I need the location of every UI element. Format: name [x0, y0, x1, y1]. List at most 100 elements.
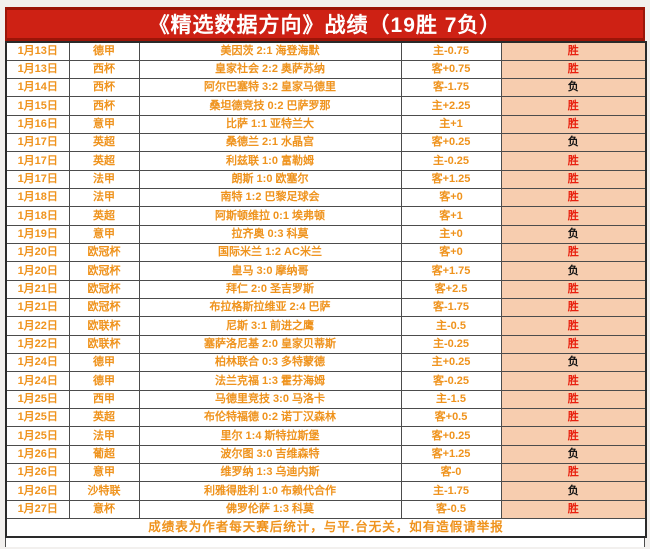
match-row: 1月18日 法甲 南特 1:2 巴黎足球会 客+0 胜	[5, 188, 647, 208]
league-cell: 欧联杯	[68, 334, 140, 355]
match-row: 1月17日 法甲 朗斯 1:0 欧塞尔 客+1.25 胜	[5, 169, 647, 190]
handicap-cell: 客+0.25	[400, 133, 502, 153]
date-cell: 1月26日	[5, 444, 70, 465]
handicap-cell: 主+2.25	[400, 96, 502, 116]
league-cell: 西甲	[68, 389, 140, 410]
result-cell: 胜	[500, 334, 647, 355]
match-row: 1月18日 英超 阿斯顿维拉 0:1 埃弗顿 客+1 胜	[5, 206, 647, 226]
match-cell: 利兹联 1:0 富勒姆	[138, 151, 402, 171]
date-cell: 1月13日	[5, 41, 70, 61]
handicap-cell: 主-1.5	[400, 389, 502, 410]
page-title: 《精选数据方向》战绩（19胜 7负）	[5, 7, 645, 41]
date-cell: 1月22日	[5, 334, 70, 355]
match-cell: 皇马 3:0 摩纳哥	[138, 261, 402, 281]
league-cell: 德甲	[68, 371, 140, 391]
league-cell: 欧冠杯	[68, 279, 140, 300]
match-cell: 拜仁 2:0 圣吉罗斯	[138, 279, 402, 300]
match-row: 1月26日 沙特联 利雅得胜利 1:0 布赖代合作 主-1.75 负	[5, 481, 647, 501]
match-cell: 利雅得胜利 1:0 布赖代合作	[138, 481, 402, 501]
match-cell: 比萨 1:1 亚特兰大	[138, 114, 402, 135]
bottom-empty-strip	[5, 537, 645, 547]
match-cell: 布伦特福德 0:2 诺丁汉森林	[138, 408, 402, 428]
result-cell: 胜	[500, 243, 647, 263]
league-cell: 英超	[68, 133, 140, 153]
league-cell: 西杯	[68, 96, 140, 116]
result-cell: 负	[500, 261, 647, 281]
date-cell: 1月18日	[5, 188, 70, 208]
date-cell: 1月21日	[5, 298, 70, 318]
handicap-cell: 客+0	[400, 243, 502, 263]
result-cell: 胜	[500, 96, 647, 116]
result-cell: 负	[500, 224, 647, 245]
date-cell: 1月18日	[5, 206, 70, 226]
result-cell: 胜	[500, 371, 647, 391]
result-cell: 负	[500, 444, 647, 465]
league-cell: 法甲	[68, 188, 140, 208]
league-cell: 欧冠杯	[68, 243, 140, 263]
handicap-cell: 客-0	[400, 463, 502, 483]
match-row: 1月26日 葡超 波尔图 3:0 吉维森特 客+1.25 负	[5, 444, 647, 465]
handicap-cell: 客+0.75	[400, 59, 502, 80]
match-row: 1月27日 意杯 佛罗伦萨 1:3 科莫 客-0.5 胜	[5, 499, 647, 520]
date-cell: 1月20日	[5, 243, 70, 263]
handicap-cell: 客-1.75	[400, 78, 502, 98]
result-cell: 胜	[500, 41, 647, 61]
date-cell: 1月14日	[5, 78, 70, 98]
match-cell: 南特 1:2 巴黎足球会	[138, 188, 402, 208]
results-board: 《精选数据方向》战绩（19胜 7负） 1月13日 德甲 美因茨 2:1 海登海默 主-…	[5, 7, 647, 547]
match-cell: 塞萨洛尼基 2:0 皇家贝蒂斯	[138, 334, 402, 355]
match-cell: 朗斯 1:0 欧塞尔	[138, 169, 402, 190]
match-cell: 柏林联合 0:3 多特蒙德	[138, 353, 402, 373]
league-cell: 意甲	[68, 114, 140, 135]
result-cell: 胜	[500, 206, 647, 226]
league-cell: 德甲	[68, 353, 140, 373]
league-cell: 欧冠杯	[68, 261, 140, 281]
date-cell: 1月19日	[5, 224, 70, 245]
league-cell: 意杯	[68, 499, 140, 520]
result-cell: 胜	[500, 499, 647, 520]
result-cell: 胜	[500, 59, 647, 80]
match-cell: 波尔图 3:0 吉维森特	[138, 444, 402, 465]
handicap-cell: 客+1.75	[400, 261, 502, 281]
date-cell: 1月17日	[5, 133, 70, 153]
match-row: 1月17日 英超 桑德兰 2:1 水晶宫 客+0.25 负	[5, 133, 647, 153]
result-cell: 胜	[500, 151, 647, 171]
match-cell: 阿斯顿维拉 0:1 埃弗顿	[138, 206, 402, 226]
handicap-cell: 主-0.25	[400, 151, 502, 171]
match-row: 1月13日 德甲 美因茨 2:1 海登海默 主-0.75 胜	[5, 41, 647, 61]
league-cell: 西杯	[68, 59, 140, 80]
date-cell: 1月27日	[5, 499, 70, 520]
handicap-cell: 客+1.25	[400, 444, 502, 465]
result-cell: 胜	[500, 114, 647, 135]
handicap-cell: 主-0.5	[400, 316, 502, 336]
date-cell: 1月16日	[5, 114, 70, 135]
match-cell: 阿尔巴塞特 3:2 皇家马德里	[138, 78, 402, 98]
match-cell: 国际米兰 1:2 AC米兰	[138, 243, 402, 263]
match-row: 1月26日 意甲 维罗纳 1:3 乌迪内斯 客-0 胜	[5, 463, 647, 483]
match-row: 1月21日 欧冠杯 拜仁 2:0 圣吉罗斯 客+2.5 胜	[5, 279, 647, 300]
result-cell: 胜	[500, 426, 647, 446]
results-table: 1月13日 德甲 美因茨 2:1 海登海默 主-0.75 胜 1月13日 西杯 皇家社会 2:…	[5, 41, 647, 538]
match-row: 1月13日 西杯 皇家社会 2:2 奥萨苏纳 客+0.75 胜	[5, 59, 647, 80]
match-row: 1月25日 法甲 里尔 1:4 斯特拉斯堡 客+0.25 胜	[5, 426, 647, 446]
handicap-cell: 客-0.25	[400, 371, 502, 391]
result-cell: 负	[500, 78, 647, 98]
handicap-cell: 客+0	[400, 188, 502, 208]
result-cell: 胜	[500, 408, 647, 428]
league-cell: 英超	[68, 408, 140, 428]
league-cell: 意甲	[68, 463, 140, 483]
handicap-cell: 客+0.5	[400, 408, 502, 428]
handicap-cell: 客+0.25	[400, 426, 502, 446]
match-cell: 皇家社会 2:2 奥萨苏纳	[138, 59, 402, 80]
league-cell: 欧冠杯	[68, 298, 140, 318]
result-cell: 胜	[500, 188, 647, 208]
match-cell: 桑坦德竞技 0:2 巴萨罗那	[138, 96, 402, 116]
date-cell: 1月24日	[5, 353, 70, 373]
match-row: 1月24日 德甲 法兰克福 1:3 霍芬海姆 客-0.25 胜	[5, 371, 647, 391]
date-cell: 1月21日	[5, 279, 70, 300]
match-row: 1月24日 德甲 柏林联合 0:3 多特蒙德 主+0.25 负	[5, 353, 647, 373]
date-cell: 1月26日	[5, 463, 70, 483]
match-row: 1月21日 欧冠杯 布拉格斯拉维亚 2:4 巴萨 客-1.75 胜	[5, 298, 647, 318]
match-row: 1月14日 西杯 阿尔巴塞特 3:2 皇家马德里 客-1.75 负	[5, 78, 647, 98]
match-cell: 美因茨 2:1 海登海默	[138, 41, 402, 61]
